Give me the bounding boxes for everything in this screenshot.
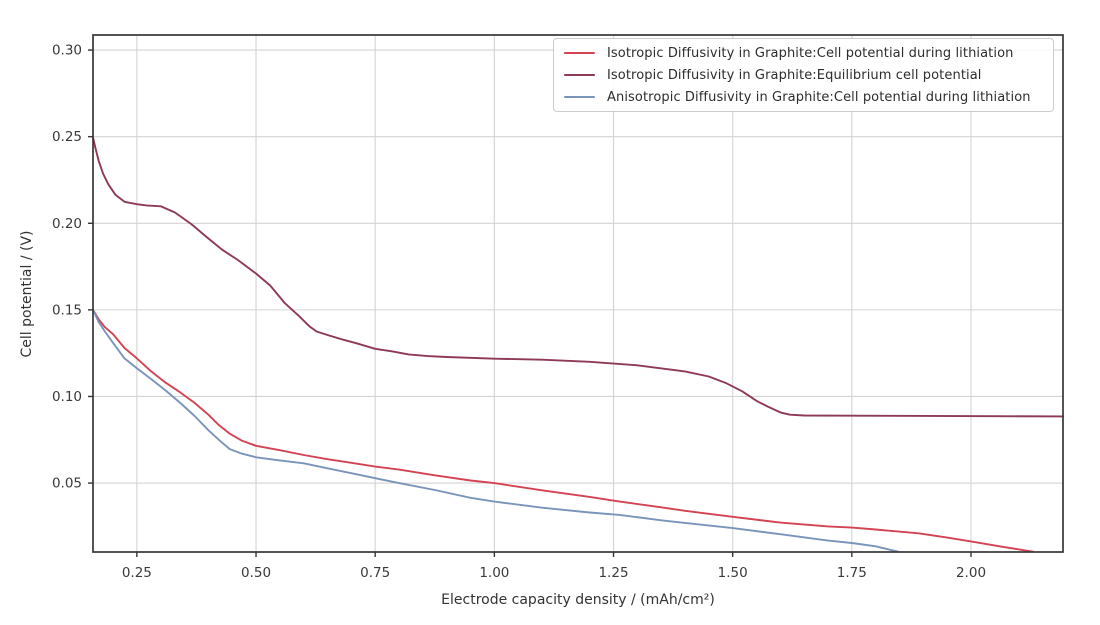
legend-item: Isotropic Diffusivity in Graphite:Cell p… [564, 42, 1047, 64]
series-line-0 [92, 308, 1034, 553]
x-tick-label: 1.75 [837, 565, 867, 581]
legend-swatch-red-line [564, 51, 595, 55]
x-tick-label: 1.50 [718, 565, 748, 581]
x-tick-label: 1.00 [479, 565, 509, 581]
x-tick-label: 1.25 [598, 565, 628, 581]
x-tick-label: 0.25 [122, 565, 152, 581]
y-tick-label: 0.25 [52, 129, 82, 145]
plot-border [92, 34, 1064, 553]
y-tick-label: 0.30 [52, 43, 82, 59]
x-tick-label: 2.00 [956, 565, 986, 581]
legend-item: Isotropic Diffusivity in Graphite:Equili… [564, 64, 1047, 86]
legend-label: Isotropic Diffusivity in Graphite:Equili… [607, 67, 982, 83]
y-tick-label: 0.10 [52, 389, 82, 405]
legend-swatch-blue-line [564, 95, 595, 99]
legend-label: Isotropic Diffusivity in Graphite:Cell p… [607, 45, 1014, 61]
axes-layer: 0.25 0.50 0.75 1.00 1.25 1.50 1.75 2.00 0.05 0.10… [52, 34, 1064, 581]
x-tick-label: 0.50 [241, 565, 271, 581]
series-layer [92, 136, 1064, 553]
x-axis-label: Electrode capacity density / (mAh/cm²) [441, 592, 715, 608]
y-tick-label: 0.15 [52, 302, 82, 318]
legend-label: Anisotropic Diffusivity in Graphite:Cell… [607, 89, 1031, 105]
series-line-1 [92, 136, 1064, 418]
legend-swatch-maroon-line [564, 73, 595, 77]
y-axis-label: Cell potential / (V) [19, 230, 35, 357]
grid-layer [93, 35, 1063, 552]
x-tick-label: 0.75 [360, 565, 390, 581]
y-tick-label: 0.20 [52, 216, 82, 232]
chart-legend: Isotropic Diffusivity in Graphite:Cell p… [553, 38, 1054, 112]
legend-item: Anisotropic Diffusivity in Graphite:Cell… [564, 86, 1047, 108]
series-line-2 [92, 308, 900, 553]
y-tick-label: 0.05 [52, 476, 82, 492]
